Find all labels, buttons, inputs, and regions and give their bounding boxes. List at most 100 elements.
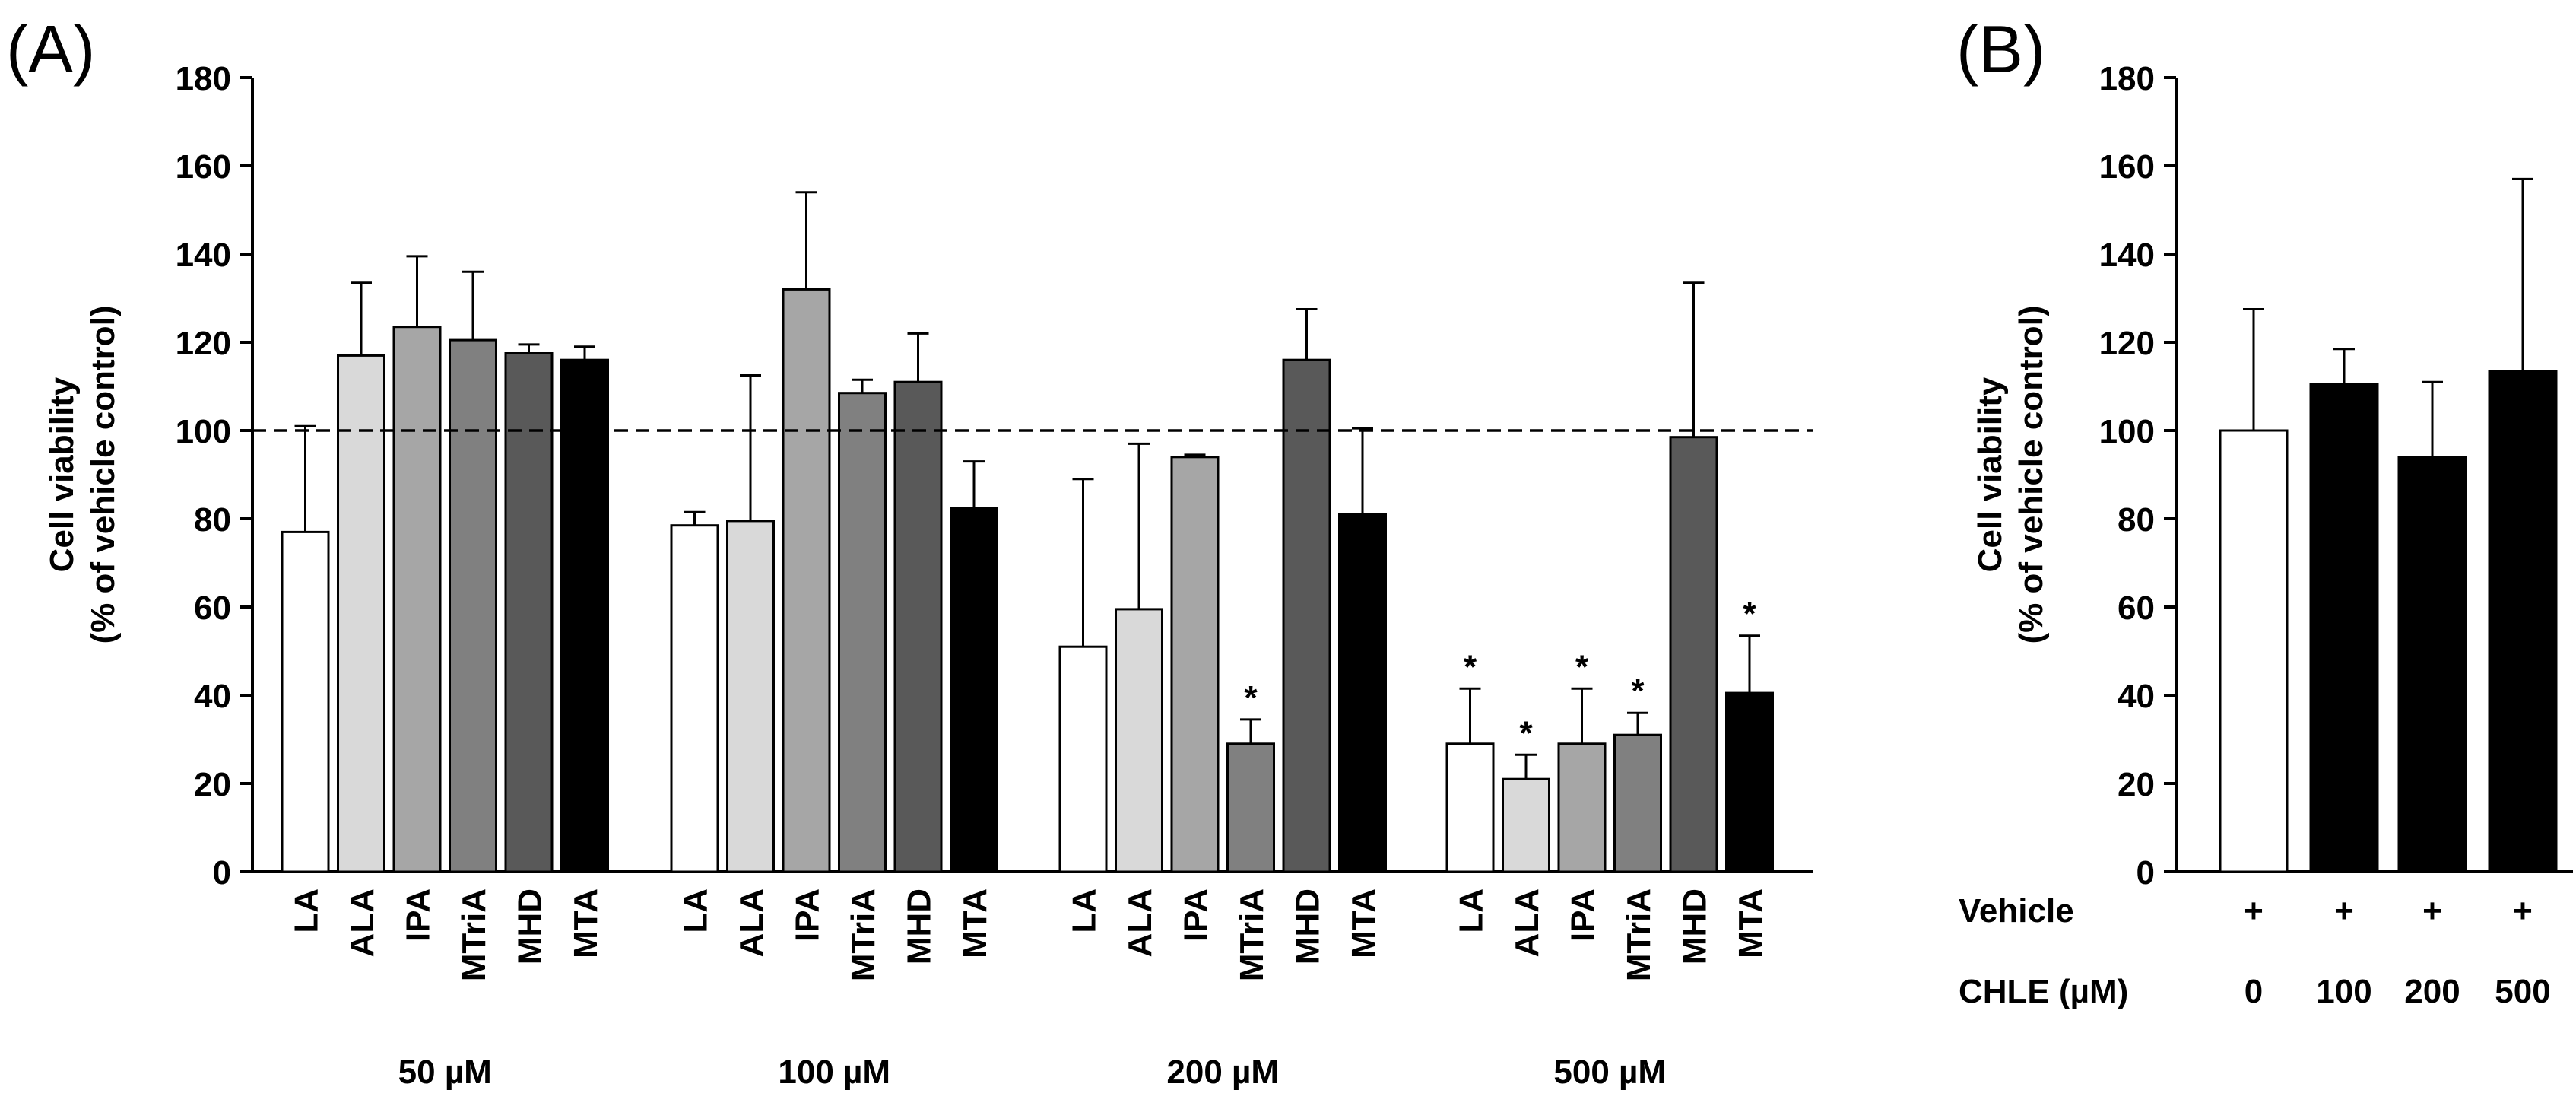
bar-mhd [893, 380, 943, 873]
x-category-label: MTriA [1233, 888, 1271, 981]
bar-mhd [1282, 358, 1331, 873]
bar-mhd [1669, 436, 1718, 873]
bar-ipa [782, 288, 831, 873]
x-category-label: IPA [1178, 888, 1215, 942]
x-category-label: IPA [400, 888, 437, 942]
y-tick-label: 80 [194, 501, 231, 539]
y-tick-label: 120 [2099, 325, 2155, 362]
bar-mtria [449, 338, 497, 873]
group-label: 500 µM [1553, 1054, 1666, 1091]
bar-item: +200 [2397, 380, 2467, 1010]
panel-label-a: (A) [6, 11, 95, 87]
x-category-label: MTriA [845, 888, 882, 981]
chle-value: 200 [2404, 973, 2460, 1010]
bar-mta [1338, 513, 1387, 873]
bar-group: * LA * ALA * IPA * MTriA MHD * MTA 500 µM [1445, 281, 1774, 1091]
group-label: 200 µM [1166, 1054, 1279, 1091]
row-label-chle: CHLE (µM) [1959, 973, 2128, 1010]
chle-value: 0 [2244, 973, 2263, 1010]
bar-ipa [1170, 456, 1220, 873]
x-category-label: ALA [344, 888, 381, 957]
x-category-label: MTA [1732, 888, 1769, 958]
x-category-label: MTA [1345, 888, 1382, 958]
y-tick-label: 0 [2137, 854, 2155, 891]
y-axis-label-line1: Cell viability [43, 377, 81, 572]
bar-ala [337, 354, 385, 873]
significance-marker: * [1464, 648, 1477, 685]
bar-ipa [392, 326, 442, 873]
y-tick-label: 140 [176, 237, 231, 274]
y-tick-label: 160 [176, 148, 231, 186]
y-tick-label: 20 [2118, 766, 2155, 803]
x-category-label: MHD [901, 888, 938, 965]
y-axis-label-line2: (% of vehicle control) [2013, 306, 2050, 644]
vehicle-value: + [2513, 892, 2533, 930]
panel-a: (A) 0 20 40 60 80 100 120 140 160 180 Cell viabilit… [6, 11, 1813, 1091]
bar-ipa [1557, 742, 1607, 873]
x-category-label: IPA [1565, 888, 1602, 942]
panel-b: (B) 0 20 40 60 80 100 120 140 160 180 Cell viabilit… [1956, 11, 2573, 1010]
x-category-label: LA [1066, 888, 1103, 933]
group-label: 50 µM [398, 1054, 492, 1091]
bar-mtria [838, 392, 887, 873]
y-tick-label: 40 [2118, 678, 2155, 715]
bar-group: LA ALA IPA * MTriA MHD MTA 200 µM [1058, 308, 1387, 1091]
x-category-label: LA [677, 888, 715, 933]
y-tick-label: 160 [2099, 148, 2155, 186]
y-tick-label: 0 [213, 854, 231, 891]
x-category-label: ALA [1121, 888, 1159, 957]
y-tick-label: 180 [176, 60, 231, 97]
y-tick-label: 40 [194, 678, 231, 715]
bar-mhd [504, 352, 554, 873]
y-tick-label: 180 [2099, 60, 2155, 97]
bar-la [670, 524, 719, 873]
bar-item: +100 [2309, 348, 2379, 1010]
x-category-label: MTA [567, 888, 604, 958]
x-category-label: LA [1453, 888, 1490, 933]
vehicle-value: + [2244, 892, 2264, 930]
y-tick-label: 60 [2118, 590, 2155, 627]
significance-marker: * [1519, 714, 1533, 752]
y-tick-label: 80 [2118, 501, 2155, 539]
row-label-vehicle: Vehicle [1959, 892, 2074, 930]
y-tick-label: 140 [2099, 237, 2155, 274]
bar-chle-200 [2397, 456, 2467, 873]
bar-la [1445, 742, 1495, 873]
x-category-label: LA [288, 888, 325, 933]
group-label: 100 µM [778, 1054, 890, 1091]
x-category-label: MHD [512, 888, 549, 965]
x-category-label: IPA [789, 888, 826, 942]
bar-mta [1725, 691, 1774, 873]
y-axis-label: Cell viability (% of vehicle control) [1972, 306, 2050, 644]
bar-mtria [1226, 742, 1275, 873]
x-category-label: MTriA [455, 888, 493, 981]
bar-la [281, 530, 330, 873]
x-category-label: MTA [956, 888, 994, 958]
bar-la [1058, 645, 1108, 873]
y-axis-label: Cell viability (% of vehicle control) [43, 306, 122, 644]
significance-marker: * [1631, 672, 1645, 710]
bar-item: +0 [2219, 308, 2289, 1010]
x-category-label: ALA [1508, 888, 1546, 957]
bar-chle-0 [2219, 429, 2289, 873]
chle-value: 100 [2316, 973, 2371, 1010]
significance-marker: * [1743, 596, 1756, 633]
significance-marker: * [1575, 648, 1589, 685]
bar-mta [950, 507, 998, 873]
bar-group: LA ALA IPA MTriA MHD MTA 100 µM [670, 191, 998, 1091]
panel-label-b: (B) [1956, 11, 2045, 87]
bar-mta [560, 358, 609, 873]
vehicle-value: + [2334, 892, 2354, 930]
x-category-label: ALA [733, 888, 770, 957]
bar-item: +500 [2488, 177, 2558, 1010]
chle-value: 500 [2495, 973, 2550, 1010]
y-tick-label: 60 [194, 590, 231, 627]
vehicle-value: + [2422, 892, 2442, 930]
y-tick-label: 100 [176, 413, 231, 450]
y-axis-label-line2: (% of vehicle control) [84, 306, 122, 644]
y-tick-label: 100 [2099, 413, 2155, 450]
bar-mtria [1613, 733, 1662, 873]
bar-ala [1502, 777, 1550, 873]
x-category-label: MTriA [1620, 888, 1658, 981]
